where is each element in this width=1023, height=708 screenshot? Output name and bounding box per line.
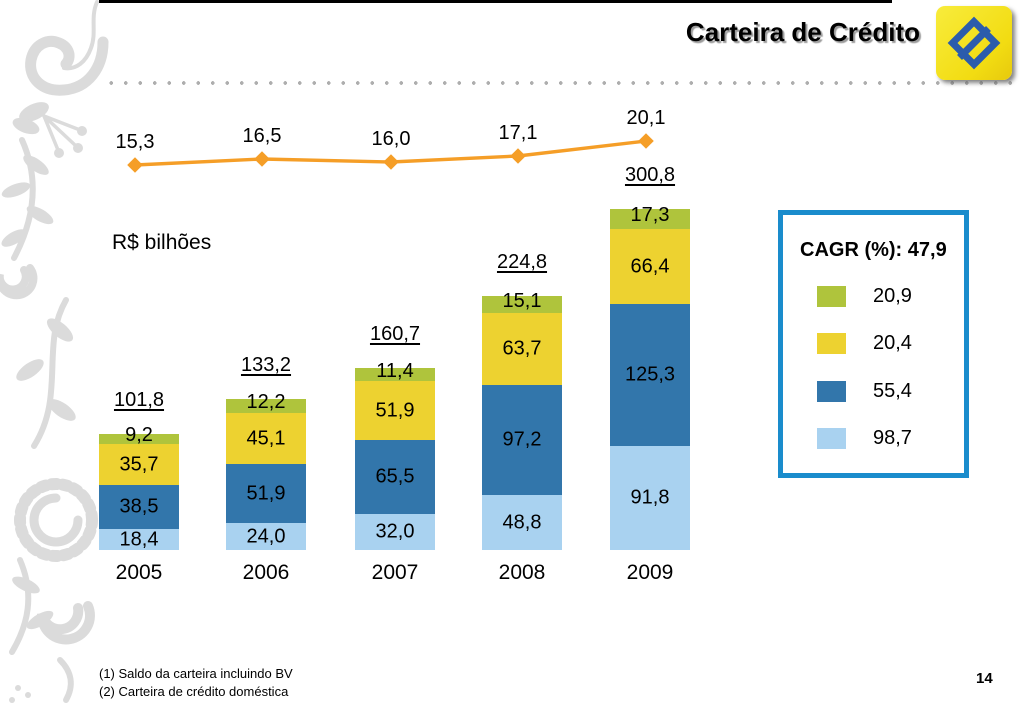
bar-segment-agro-2007: 51,9 — [355, 381, 435, 440]
bar-value-label-agro-2008: 63,7 — [502, 337, 542, 360]
bar-value-label-pj-2007: 65,5 — [375, 465, 415, 488]
top-border-line — [99, 0, 892, 3]
bar-segment-pj-2005: 38,5 — [99, 485, 179, 529]
bar-segment-pf-2006: 24,0 — [226, 523, 306, 550]
bar-segment-exterior-2009 — [610, 209, 690, 229]
bar-value-label-pf-2008: 48,8 — [502, 511, 542, 533]
page-number: 14 — [976, 670, 993, 687]
bar-segment-pj-2006: 51,9 — [226, 464, 306, 523]
cagr-value-agro: 20,4 — [873, 332, 912, 354]
bar-column-2006: 133,2 12,2 45,1 51,9 24,0 — [226, 354, 306, 550]
bar-segment-pf-2008: 48,8 — [482, 495, 562, 550]
cagr-swatch-exterior — [817, 286, 846, 307]
line-marker-2008 — [510, 148, 526, 164]
footnote-2: (2) Carteira de crédito doméstica — [99, 683, 289, 699]
bar-segment-pf-2005: 18,4 — [99, 528, 179, 550]
bar-segment-exterior-2008 — [482, 296, 562, 313]
bar-exterior-label-2005: 9,2 — [125, 424, 153, 446]
bar-segment-agro-2008: 63,7 — [482, 313, 562, 385]
line-marker-2006 — [254, 151, 270, 167]
slide-title: Carteira de Crédito — [685, 17, 920, 47]
floral-ornament — [0, 0, 109, 703]
bar-exterior-label-2009: 17,3 — [630, 204, 670, 226]
cagr-value-exterior: 20,9 — [873, 285, 912, 307]
bar-value-label-pf-2009: 91,8 — [630, 486, 670, 509]
x-axis-label-2008: 2008 — [498, 561, 546, 584]
unit-label: R$ bilhões — [112, 231, 212, 254]
header-dotted-divider — [104, 80, 1020, 86]
bar-column-2007: 160,7 11,4 51,9 65,5 32,0 — [355, 323, 435, 550]
bar-value-label-pj-2006: 51,9 — [246, 482, 286, 504]
x-axis-label-2007: 2007 — [371, 561, 419, 584]
bar-exterior-label-2006: 12,2 — [246, 391, 286, 413]
bar-segment-pj-2009: 125,3 — [610, 304, 690, 446]
line-value-label-2005: 15,3 — [115, 131, 155, 153]
bar-segment-exterior-2006 — [226, 399, 306, 413]
cagr-swatch-pj — [817, 381, 846, 402]
line-value-label-2007: 16,0 — [371, 128, 411, 150]
cagr-box: CAGR (%): 47,9 20,9 20,4 55,4 98,7 — [778, 210, 969, 478]
bar-value-label-pj-2008: 97,2 — [502, 428, 542, 451]
x-axis-label-2005: 2005 — [115, 561, 163, 584]
bar-total-label-2007: 160,7 — [369, 323, 421, 345]
line-marker-2009 — [638, 133, 654, 149]
bar-segment-pj-2008: 97,2 — [482, 385, 562, 495]
bar-value-label-pj-2009: 125,3 — [624, 363, 676, 386]
bank-logo-icon — [947, 16, 1001, 70]
bar-segment-agro-2006: 45,1 — [226, 413, 306, 464]
cagr-value-pf: 98,7 — [873, 427, 912, 449]
bar-value-label-agro-2005: 35,7 — [119, 453, 159, 475]
bar-segment-agro-2005: 35,7 — [99, 444, 179, 485]
bar-total-label-2008: 224,8 — [496, 251, 548, 273]
x-axis-label-2009: 2009 — [626, 561, 674, 584]
bar-column-2008: 224,8 15,1 63,7 97,2 48,8 — [482, 251, 562, 550]
bar-exterior-label-2007: 11,4 — [376, 360, 414, 382]
bar-value-label-pf-2006: 24,0 — [246, 525, 286, 547]
bar-total-label-2005: 101,8 — [113, 389, 165, 411]
bar-segment-exterior-2005 — [99, 434, 179, 444]
bar-value-label-agro-2009: 66,4 — [630, 255, 670, 277]
line-value-label-2006: 16,5 — [242, 125, 282, 147]
bar-segment-exterior-2007 — [355, 368, 435, 381]
bar-segment-pf-2007: 32,0 — [355, 514, 435, 550]
cagr-swatch-agro — [817, 333, 846, 354]
bar-value-label-pf-2005: 18,4 — [119, 528, 159, 550]
cagr-value-pj: 55,4 — [873, 380, 912, 402]
bar-value-label-pj-2005: 38,5 — [119, 495, 159, 518]
bar-exterior-label-2008: 15,1 — [502, 290, 542, 312]
bar-value-label-pf-2007: 32,0 — [375, 520, 415, 543]
cagr-title: CAGR (%): 47,9 — [800, 239, 947, 261]
bar-segment-agro-2009: 66,4 — [610, 229, 690, 304]
bar-value-label-agro-2007: 51,9 — [375, 399, 415, 421]
bar-column-2005: 101,8 9,2 35,7 38,5 18,4 — [99, 389, 179, 550]
bar-total-label-2009: 300,8 — [624, 164, 676, 186]
chart-legend: Participação de Mercado² - % PJPFAgroExt… — [0, 610, 1023, 665]
bar-segment-pf-2009: 91,8 — [610, 446, 690, 550]
line-value-label-2009: 20,1 — [626, 107, 666, 129]
line-value-label-2008: 17,1 — [498, 122, 538, 144]
bar-value-label-agro-2006: 45,1 — [246, 427, 286, 449]
bank-logo — [936, 6, 1012, 80]
line-marker-2005 — [127, 157, 143, 173]
cagr-swatch-pf — [817, 428, 846, 449]
bar-total-label-2006: 133,2 — [240, 354, 292, 376]
footnote-1: (1) Saldo da carteira incluindo BV — [99, 666, 293, 681]
bar-column-2009: 300,8 17,3 66,4 125,3 91,8 — [610, 164, 690, 550]
footnotes: (1) Saldo da carteira incluindo BV (2) C… — [99, 665, 293, 700]
x-axis-label-2006: 2006 — [242, 561, 290, 584]
bar-segment-pj-2007: 65,5 — [355, 440, 435, 514]
line-marker-2007 — [383, 154, 399, 170]
